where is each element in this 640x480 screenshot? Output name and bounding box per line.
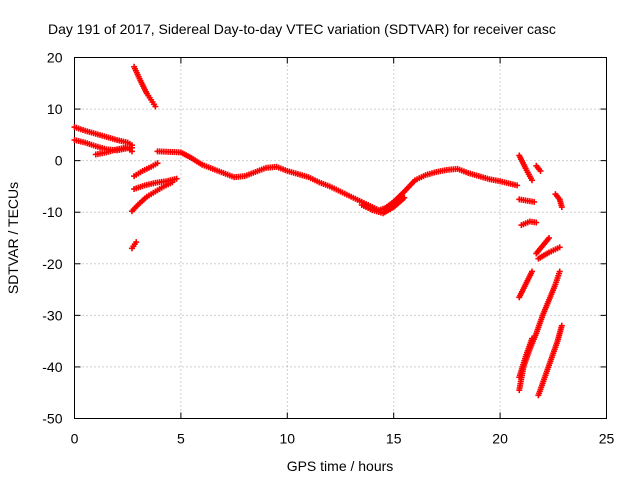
series-arc-late-e bbox=[552, 191, 565, 211]
data-point bbox=[537, 167, 544, 174]
y-tick-label: -50 bbox=[42, 411, 62, 427]
series-arc-dip-lower bbox=[358, 194, 408, 217]
y-tick-label: 0 bbox=[55, 153, 63, 169]
data-points bbox=[71, 63, 565, 399]
series-arc-mid-rising bbox=[131, 175, 180, 193]
x-tick-label: 20 bbox=[492, 431, 508, 447]
y-tick-label: 20 bbox=[47, 50, 63, 66]
data-point bbox=[529, 268, 536, 275]
series-arc-late-g bbox=[535, 244, 563, 262]
data-point bbox=[529, 177, 536, 184]
data-point bbox=[556, 244, 563, 251]
series-arc-short-bottom bbox=[128, 239, 140, 252]
data-point bbox=[128, 144, 135, 151]
data-point bbox=[401, 194, 408, 201]
y-tick-label: 10 bbox=[47, 101, 63, 117]
data-point bbox=[556, 268, 563, 275]
series-arc-late-k bbox=[535, 322, 565, 399]
y-tick-label: -20 bbox=[42, 256, 62, 272]
x-tick-label: 10 bbox=[280, 431, 296, 447]
series-arc-late-f bbox=[533, 235, 553, 257]
data-point bbox=[531, 198, 538, 205]
series-arc-upper-rising bbox=[131, 160, 161, 180]
series-arc-late-d bbox=[518, 218, 540, 229]
series-arc-late-b bbox=[533, 162, 544, 174]
plot-frame bbox=[74, 57, 607, 419]
series-arc-steep-top bbox=[131, 63, 159, 110]
data-point bbox=[546, 235, 553, 241]
x-tick-label: 15 bbox=[386, 431, 402, 447]
data-point bbox=[133, 239, 140, 246]
data-point bbox=[558, 204, 565, 211]
x-tick-label: 0 bbox=[71, 431, 79, 447]
axis-ticks: 0 5 10 15 20 25 -50 -40 -30 -20 -10 0 10 20 bbox=[42, 50, 614, 447]
series-arc-early-falling bbox=[71, 124, 135, 149]
data-point bbox=[558, 322, 565, 329]
x-tick-label: 25 bbox=[599, 431, 615, 447]
series-arc-late-a bbox=[516, 152, 536, 184]
x-axis-label: GPS time / hours bbox=[287, 458, 394, 474]
data-point bbox=[533, 219, 540, 226]
series-arc-late-j bbox=[516, 335, 536, 381]
y-tick-label: -30 bbox=[42, 307, 62, 323]
series-arc-low-rising bbox=[128, 179, 176, 215]
grid-lines bbox=[74, 57, 607, 419]
data-point bbox=[169, 179, 176, 186]
series-arc-late-c bbox=[516, 196, 538, 205]
chart-title: Day 191 of 2017, Sidereal Day-to-day VTE… bbox=[48, 21, 556, 37]
series-arc-late-h bbox=[516, 268, 536, 301]
data-point bbox=[154, 160, 161, 167]
data-point bbox=[173, 175, 180, 182]
data-point bbox=[514, 182, 521, 189]
y-axis-label: SDTVAR / TECUs bbox=[5, 182, 21, 294]
y-tick-label: -10 bbox=[42, 204, 62, 220]
data-point bbox=[152, 103, 159, 110]
x-tick-label: 5 bbox=[177, 431, 185, 447]
y-tick-label: -40 bbox=[42, 359, 62, 375]
series-arc-main-day bbox=[154, 148, 521, 214]
data-point bbox=[529, 335, 536, 342]
series-arc-early-mid bbox=[92, 144, 135, 158]
